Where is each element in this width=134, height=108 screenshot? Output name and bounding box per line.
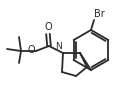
- Text: O: O: [27, 45, 35, 55]
- Text: N: N: [55, 42, 62, 51]
- Text: Br: Br: [94, 9, 105, 19]
- Text: O: O: [44, 22, 52, 32]
